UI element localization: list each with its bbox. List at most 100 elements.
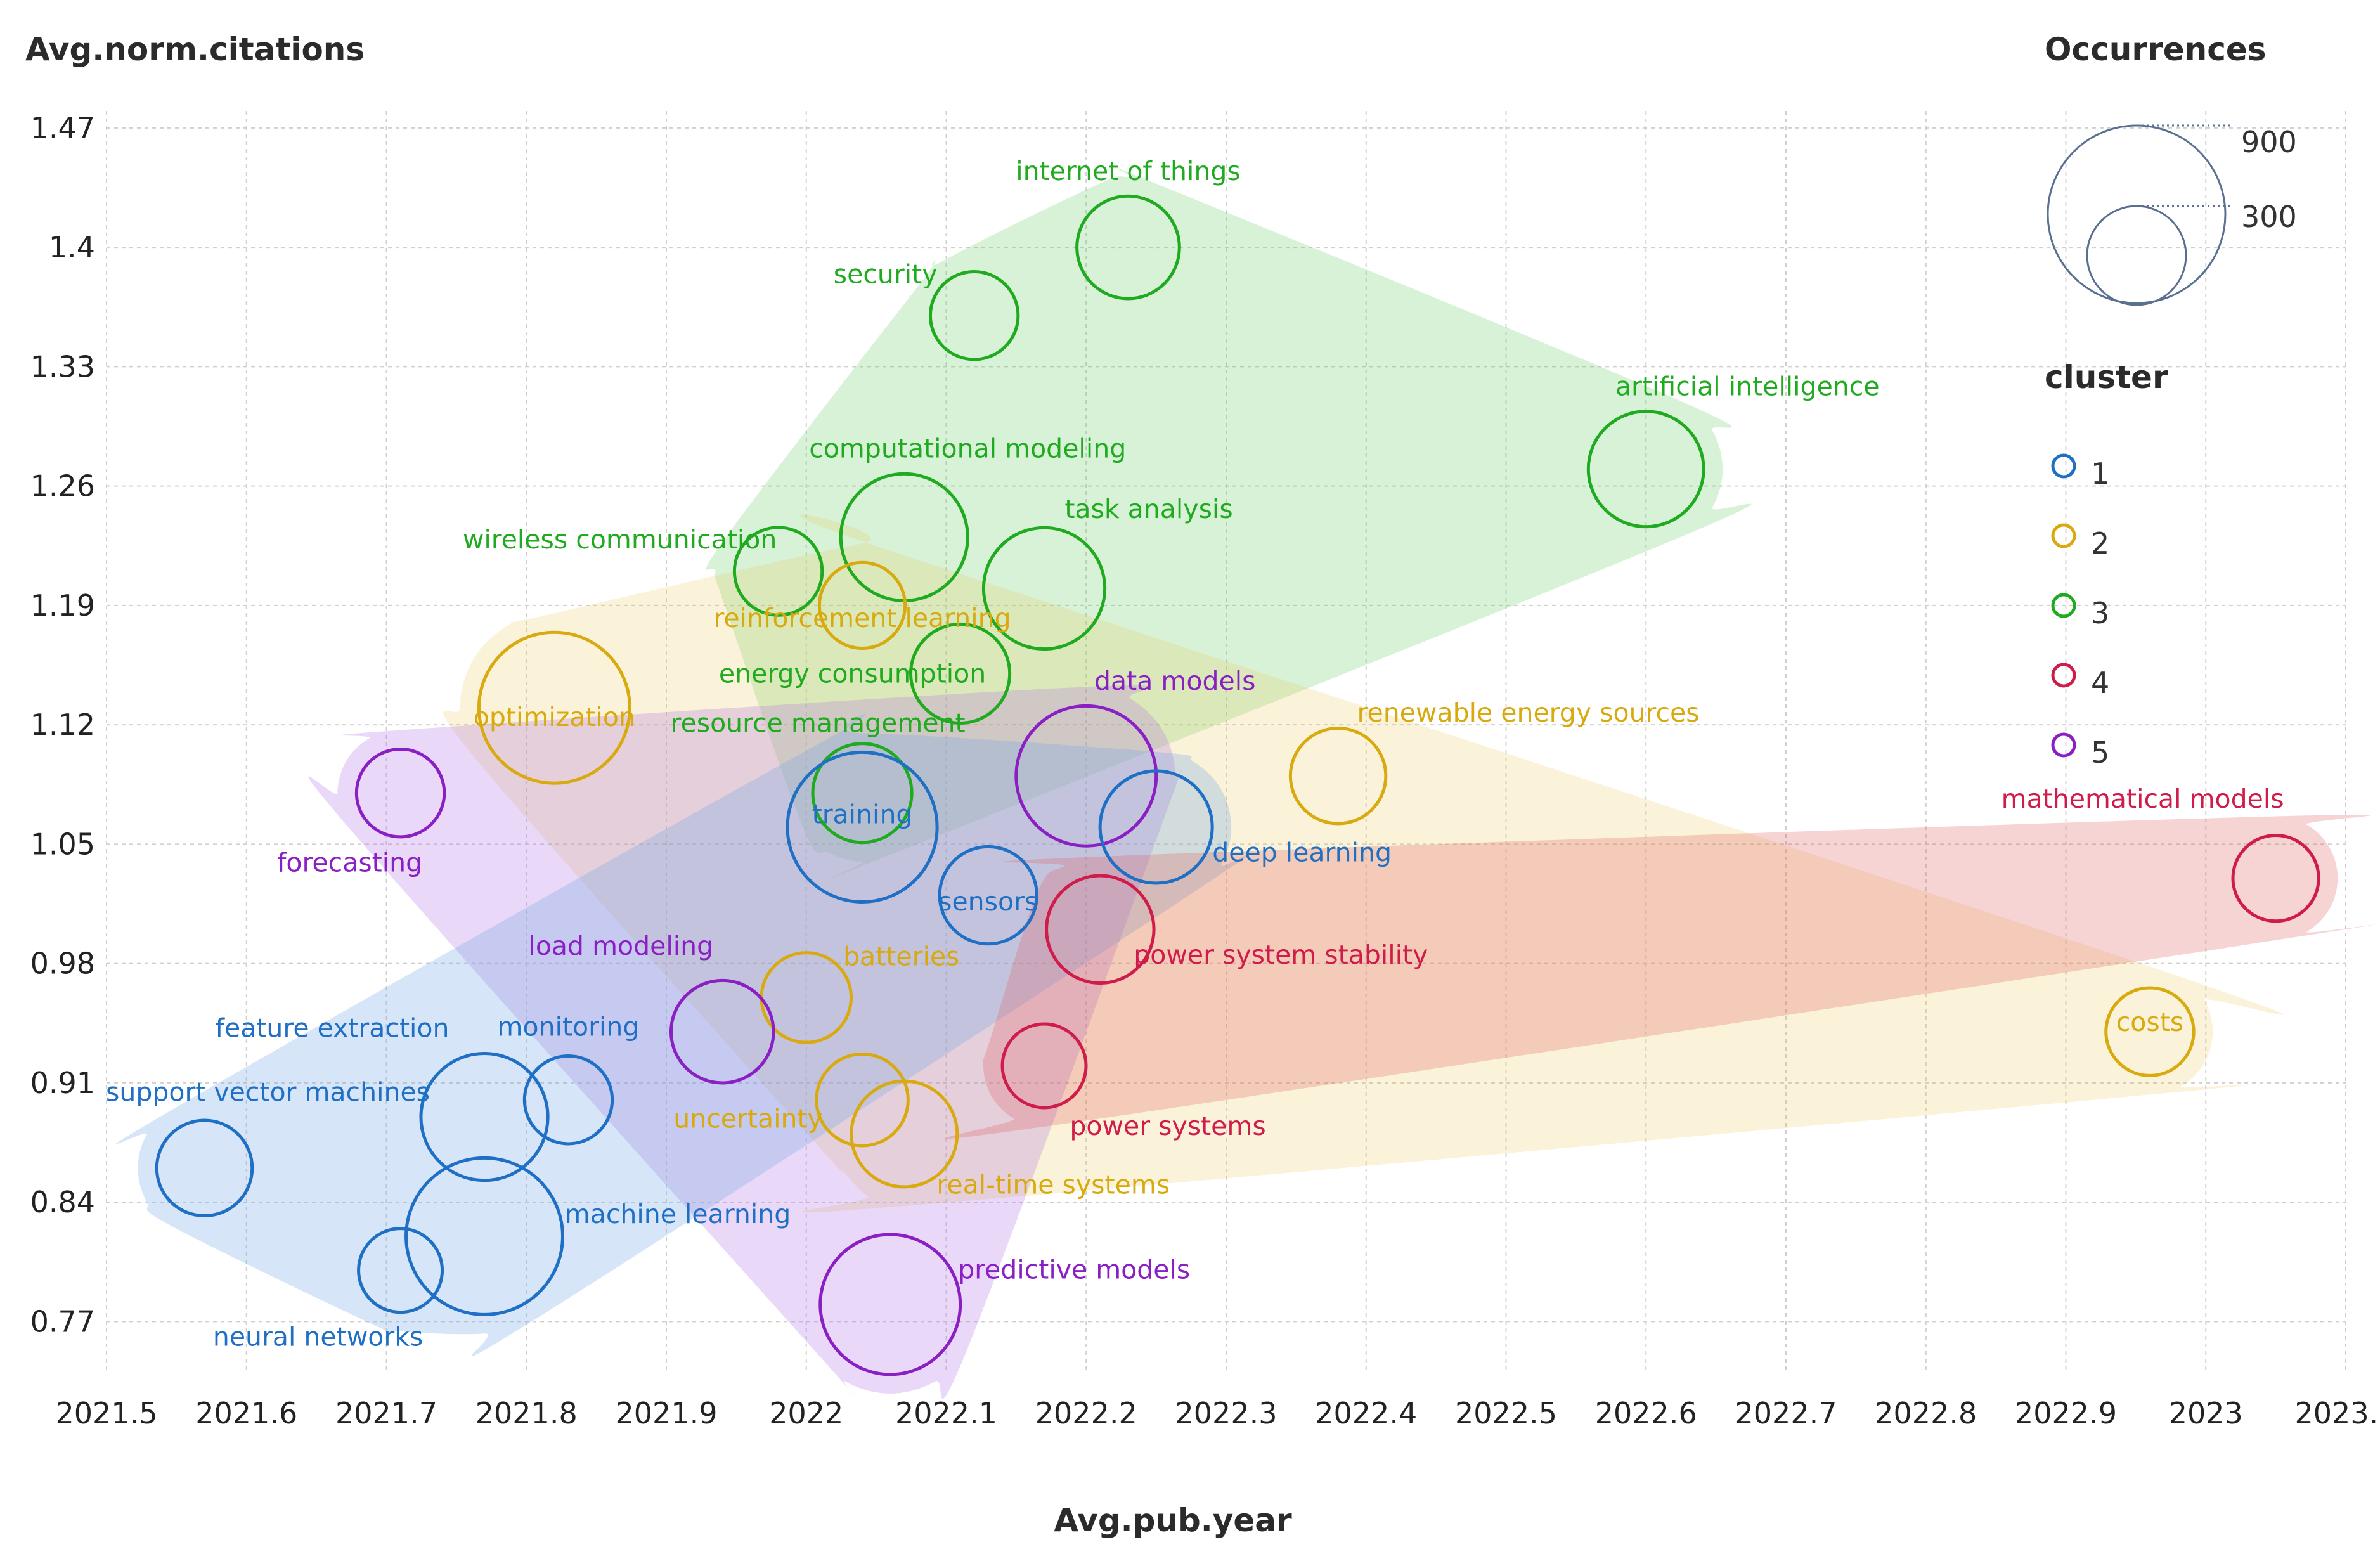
label-data-models: data models <box>1094 666 1255 696</box>
label-power-system-stability: power system stability <box>1134 940 1428 970</box>
label-wireless-communication: wireless communication <box>463 524 777 555</box>
x-tick-label: 2023 <box>2169 1396 2243 1430</box>
bubble-task-analysis[interactable] <box>981 526 1107 651</box>
x-tick-label: 2021.6 <box>195 1396 297 1430</box>
size-legend: Occurrences 900 300 <box>2045 31 2297 306</box>
bubbles <box>155 194 2320 1376</box>
cluster-legend-label-3: 3 <box>2091 596 2109 630</box>
label-internet-of-things: internet of things <box>1016 156 1241 186</box>
bubble-predictive-models[interactable] <box>818 1233 962 1376</box>
bubble-sensors[interactable] <box>938 845 1038 946</box>
cluster-1-hull <box>115 713 1251 1357</box>
size-legend-circle-300 <box>2086 205 2187 306</box>
x-tick-label: 2022.4 <box>1315 1396 1417 1430</box>
label-forecasting: forecasting <box>277 848 422 878</box>
bubble-wireless-communication[interactable] <box>732 526 824 617</box>
label-sensors: sensors <box>938 886 1038 917</box>
cluster-hulls <box>115 167 2376 1399</box>
x-tick-label: 2022.9 <box>2015 1396 2117 1430</box>
cluster-legend-label-4: 4 <box>2091 666 2109 700</box>
label-costs: costs <box>2116 1007 2183 1037</box>
x-tick-label: 2022 <box>769 1396 843 1430</box>
y-tick-label: 0.84 <box>30 1185 95 1219</box>
y-tick-label: 0.77 <box>30 1304 95 1338</box>
label-feature-extraction: feature extraction <box>216 1013 449 1044</box>
bubble-monitoring[interactable] <box>522 1054 614 1146</box>
bubble-reinforcement-learning[interactable] <box>817 560 907 650</box>
label-training: training <box>812 799 913 829</box>
cluster-4-hull <box>944 814 2376 1139</box>
x-tick-label: 2021.7 <box>335 1396 437 1430</box>
bubble-internet-of-things[interactable] <box>1075 194 1181 301</box>
bubble-data-models[interactable] <box>1014 704 1158 848</box>
y-tick-label: 1.33 <box>30 349 95 384</box>
label-reinforcement-learning: reinforcement learning <box>713 603 1011 633</box>
y-axis-ticks: 0.77 0.84 0.91 0.98 1.05 1.12 1.19 1.26 1.33 1.4 1… <box>30 111 95 1338</box>
bubble-power-systems[interactable] <box>1000 1022 1088 1110</box>
label-task-analysis: task analysis <box>1064 494 1232 524</box>
cluster-legend-marker-5 <box>2051 732 2076 758</box>
bubble-training[interactable] <box>786 750 939 904</box>
label-resource-management: resource management <box>671 708 966 739</box>
bubble-security[interactable] <box>928 269 1020 361</box>
label-optimization: optimization <box>474 702 635 732</box>
bubble-resource-management[interactable] <box>811 742 914 845</box>
label-computational-modeling: computational modeling <box>809 433 1126 463</box>
x-tick-label: 2022.5 <box>1455 1396 1557 1430</box>
bubble-load-modeling[interactable] <box>669 978 775 1085</box>
x-tick-label: 2022.8 <box>1875 1396 1977 1430</box>
bubble-neural-networks[interactable] <box>357 1227 444 1314</box>
x-axis-ticks: 2021.5 2021.6 2021.7 2021.8 2021.9 2022 2022.1… <box>56 1396 2380 1430</box>
x-tick-label: 2022.6 <box>1595 1396 1697 1430</box>
bubble-artificial-intelligence[interactable] <box>1586 410 1705 529</box>
x-tick-label: 2022.7 <box>1735 1396 1837 1430</box>
label-real-time-systems: real-time systems <box>936 1170 1170 1200</box>
bubble-feature-extraction[interactable] <box>419 1052 550 1182</box>
bubble-machine-learning[interactable] <box>404 1156 564 1316</box>
cluster-legend-marker-2 <box>2051 523 2076 548</box>
label-neural-networks: neural networks <box>213 1322 423 1352</box>
x-tick-label: 2022.3 <box>1175 1396 1277 1430</box>
bubble-deep-learning[interactable] <box>1098 769 1214 885</box>
cluster-2-hull <box>443 514 2284 1213</box>
y-tick-label: 1.05 <box>30 827 95 861</box>
cluster-legend: cluster 1 2 3 4 5 <box>2045 359 2168 770</box>
y-tick-label: 1.26 <box>30 469 95 503</box>
bubble-power-system-stability[interactable] <box>1045 874 1156 985</box>
label-renewable-energy-sources: renewable energy sources <box>1357 697 1700 728</box>
label-security: security <box>834 259 938 290</box>
bubble-uncertainty[interactable] <box>815 1052 910 1148</box>
grid <box>106 111 2346 1373</box>
label-monitoring: monitoring <box>498 1012 640 1042</box>
label-artificial-intelligence: artificial intelligence <box>1615 372 1880 402</box>
y-tick-label: 0.98 <box>30 947 95 981</box>
y-tick-label: 1.19 <box>30 588 95 623</box>
bubble-forecasting[interactable] <box>354 747 446 839</box>
bubble-costs[interactable] <box>2104 986 2196 1077</box>
x-tick-label: 2023.1 <box>2295 1396 2380 1430</box>
size-legend-label-900: 900 <box>2241 125 2297 159</box>
label-deep-learning: deep learning <box>1212 837 1392 867</box>
x-tick-label: 2021.5 <box>56 1396 158 1430</box>
bubble-real-time-systems[interactable] <box>850 1079 959 1189</box>
y-tick-label: 1.47 <box>30 111 95 145</box>
bubble-optimization[interactable] <box>477 630 631 785</box>
x-axis-title: Avg.pub.year <box>1054 1502 1292 1539</box>
bubble-renewable-energy-sources[interactable] <box>1288 727 1388 826</box>
bubble-energy-consumption[interactable] <box>909 622 1012 725</box>
size-legend-circle-900 <box>2047 124 2227 304</box>
cluster-legend-label-1: 1 <box>2091 457 2109 491</box>
bubble-support-vector-machines[interactable] <box>155 1118 254 1218</box>
cluster-legend-label-2: 2 <box>2091 526 2109 560</box>
label-uncertainty: uncertainty <box>673 1104 823 1134</box>
y-tick-label: 1.4 <box>49 230 95 264</box>
cluster-legend-label-5: 5 <box>2091 735 2109 770</box>
y-axis-title: Avg.norm.citations <box>25 31 365 68</box>
y-tick-label: 0.91 <box>30 1066 95 1100</box>
bubble-mathematical-models[interactable] <box>2231 834 2320 923</box>
cluster-legend-marker-3 <box>2051 593 2076 618</box>
cluster-legend-marker-4 <box>2051 663 2076 688</box>
label-machine-learning: machine learning <box>565 1199 791 1229</box>
size-legend-title: Occurrences <box>2045 31 2267 68</box>
